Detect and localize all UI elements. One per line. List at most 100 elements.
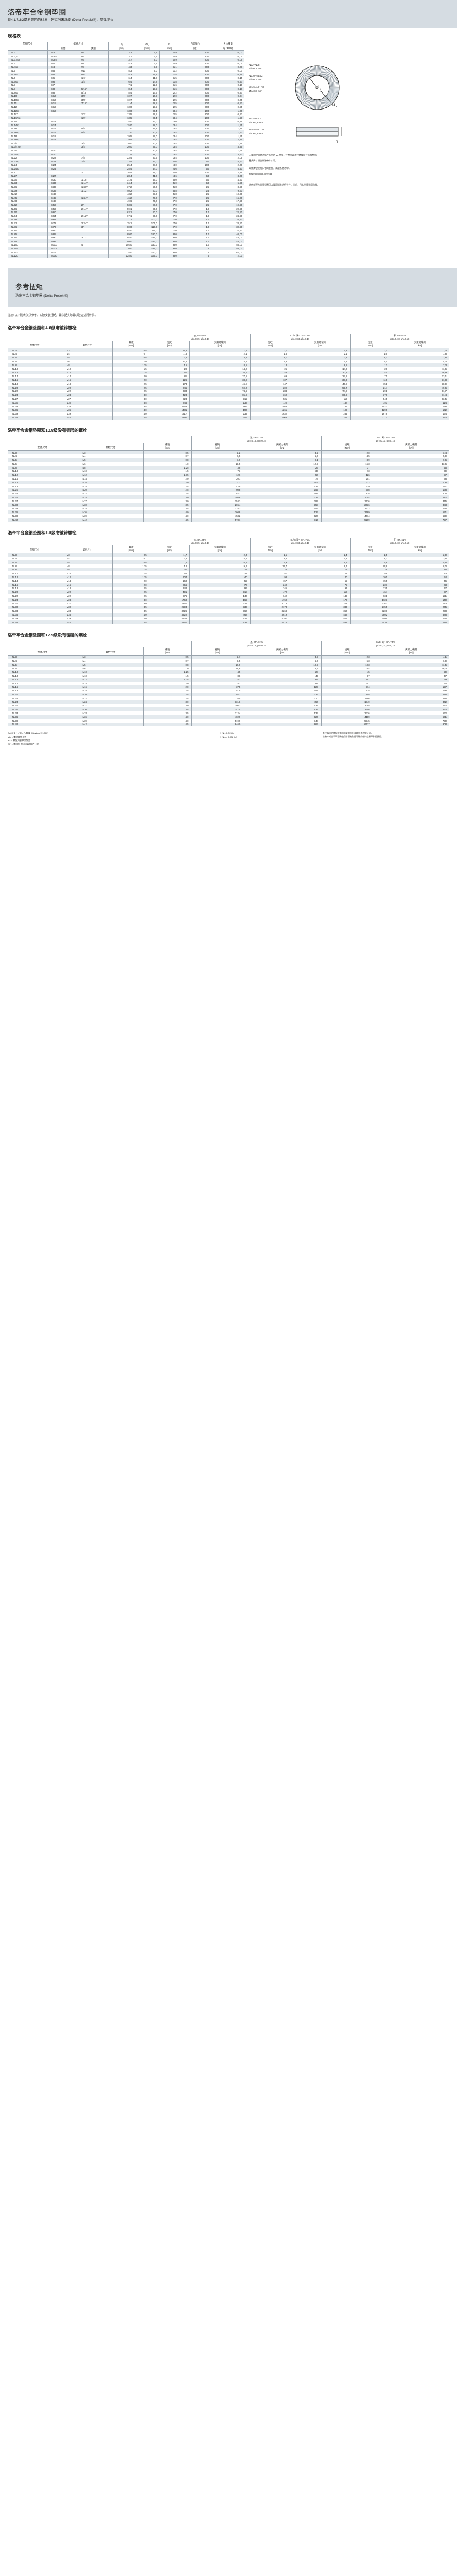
table-cell [78, 149, 109, 153]
table-cell: 7,2 [149, 560, 190, 564]
table-cell: 100 [178, 149, 211, 153]
table-cell: 370 [350, 393, 390, 397]
table-cell: 93 [290, 586, 351, 591]
table-cell: #6 [81, 58, 84, 62]
table-cell: #10 [81, 69, 85, 72]
table-cell: NL100 [11, 243, 18, 247]
table-cell: 1,75 [112, 575, 150, 579]
table-cell: 6,9 [372, 659, 449, 663]
table-cell: NL18 [12, 382, 18, 385]
table-cell: 3/4" [81, 145, 86, 149]
table-cell: 562 [372, 711, 449, 715]
table-cell: 29,0 [134, 134, 160, 138]
spec-web-link[interactable]: www.nord-lock.com/cad [249, 172, 273, 175]
table-cell: NL18 [12, 484, 18, 488]
table-cell: 9,0 [134, 69, 160, 73]
table-cell: 1,8 [159, 79, 179, 84]
table-cell: 125,0 [134, 236, 160, 240]
table-cell: 291 [350, 389, 390, 394]
table-row: NL52 M52 2" 53,6 80,0 7,0 25 19,50 [8, 203, 244, 207]
table-cell: NL1" [11, 171, 17, 174]
table-cell: 126 [320, 473, 373, 477]
table-cell: 4,3 [108, 65, 134, 69]
table-cell: 9,1 [243, 458, 322, 462]
table-cell: 4,5 [112, 620, 150, 624]
table-cell: 0,55 [211, 105, 244, 109]
table-cell: 3608 [191, 510, 243, 515]
table-cell: 1,6 [159, 87, 179, 91]
table-cell: M27 [77, 704, 144, 708]
torque-header-band: 参考扭矩 洛帝牢合金钢垫圈 (Delta Protekt®) [0, 268, 457, 307]
table-cell: 11,7 [249, 564, 290, 568]
table-cell: 4" [81, 243, 84, 247]
table-cell: 200 [178, 69, 211, 73]
table-cell: 1,5 [159, 76, 179, 80]
h-clamp-1: 夹紧力载荷 [kN] [189, 340, 251, 348]
table-cell: 3,5 [112, 400, 150, 405]
table-cell: 348 [149, 586, 190, 591]
table-cell: 30,7 [134, 130, 160, 134]
table-cell: 28 [249, 568, 290, 572]
table-cell: 1 1/8" [81, 178, 88, 181]
table-cell: NL72 [11, 221, 17, 225]
table-cell: 2,1 [189, 352, 251, 356]
table-cell: 2446 [320, 707, 373, 712]
table-cell: M14 [77, 477, 144, 481]
col-da: Øa [145, 42, 149, 46]
table-cell: NL1/2" [11, 113, 18, 116]
table-cell: NL8 [12, 363, 17, 367]
table-cell: 1917 [149, 412, 190, 416]
table-cell: 5,8 [159, 185, 179, 189]
table-cell: 27,8 [290, 374, 351, 379]
table-cell: 468 [189, 613, 251, 617]
table-cell: 1/2" [81, 116, 86, 119]
table-cell: 10 [178, 243, 211, 247]
table-cell: 642 [249, 594, 290, 598]
torque-88-body: NL3 M3 0,5 1,7 2,4 1,5 2,4 1,5 2,0 NL4 M4 0,7 3,8 4,2… [8, 553, 449, 624]
table-row: NL6 M6 1,0 6,2 4,8 5,3 4,8 5,4 4,0 [8, 360, 449, 363]
table-cell: 121 [390, 594, 449, 598]
table-cell: 54 [243, 473, 322, 477]
table-row: NL4 M4 0,7 3,8 4,2 3,6 4,4 3,3 3,6 [8, 557, 449, 560]
table-cell: NL42 [12, 416, 18, 419]
table-cell: 40 [189, 575, 251, 579]
table-cell: 5731 [191, 518, 243, 522]
svg-text:i: i [320, 88, 321, 90]
table-cell: 13,6 [372, 461, 449, 466]
table-cell: NL16 [12, 379, 18, 382]
table-cell: 98 [249, 575, 290, 579]
table-cell: NL18 [12, 587, 18, 590]
cond-129-2-mu: μth=0,10, μh=0,15 [376, 644, 395, 647]
table-cell: 3,1 [249, 356, 290, 360]
table-cell: 50 [178, 181, 211, 186]
table-cell: NL8sp [11, 91, 18, 94]
table-cell: 20,3 [189, 371, 251, 375]
table-cell: M12 [61, 575, 113, 579]
table-cell: NL11 [11, 102, 17, 105]
table-cell: 16,9 [390, 371, 449, 375]
table-cell: 18 [290, 568, 351, 572]
table-cell: 1 3/8" [81, 185, 88, 188]
table-row: NL8 M8 5/16" 8,4 13,5 1,6 200 0,18 [8, 87, 244, 91]
table-cell: 25,4 [108, 167, 134, 171]
cond-109-1-mu: μth=0,15, μh=0,15 [247, 439, 266, 443]
table-cell: 3,2 [108, 50, 134, 55]
table-cell: M27 [61, 601, 113, 606]
table-cell: 39 [372, 469, 449, 473]
table-cell: NL120 [11, 254, 18, 258]
table-cell: NL42 [11, 193, 17, 196]
table-cell: 1,25 [112, 363, 150, 367]
table-cell: 1261 [249, 408, 290, 412]
table-cell: 8,0 [159, 247, 179, 250]
table-cell: 2,0 [112, 378, 150, 382]
table-cell: 110,0 [108, 247, 134, 250]
table-cell: 15 [149, 363, 190, 367]
table-cell: M56 [47, 206, 78, 211]
table-cell: NL16 [11, 127, 17, 130]
table-cell: 383 [372, 503, 449, 507]
table-cell: 821 [191, 492, 243, 496]
table-cell [78, 138, 109, 141]
table-cell: M8 [61, 568, 113, 572]
table-cell: NL33 [12, 405, 18, 408]
table-cell: M60 [47, 210, 78, 214]
